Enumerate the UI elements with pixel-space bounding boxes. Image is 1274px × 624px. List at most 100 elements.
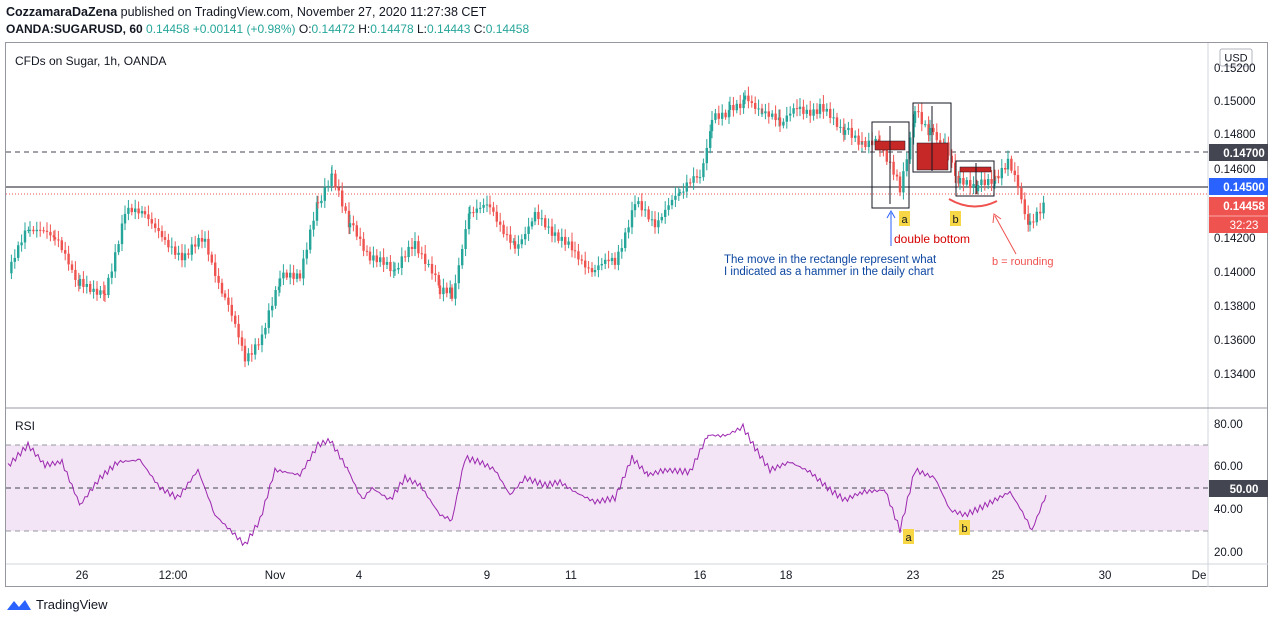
- candle-body: [885, 150, 888, 162]
- low-label: L:: [417, 22, 428, 36]
- candle-body: [52, 235, 55, 238]
- candle-body: [214, 262, 217, 276]
- candle-body: [499, 221, 502, 225]
- candle-body: [348, 223, 352, 228]
- time-tick-label: 4: [356, 570, 363, 582]
- marker-a-rsi[interactable]: [903, 529, 914, 544]
- candle-body: [194, 244, 197, 247]
- candle-body: [289, 272, 292, 278]
- marker-b-top-label: b: [952, 214, 958, 226]
- candle-body: [400, 256, 403, 268]
- candle-body: [163, 237, 167, 240]
- candle-body: [932, 127, 935, 133]
- candle-body: [382, 257, 385, 265]
- candle-body: [457, 265, 460, 284]
- candle-body: [257, 344, 260, 346]
- candle-body: [359, 236, 362, 239]
- candle-body: [278, 278, 282, 287]
- candle-body: [812, 109, 815, 116]
- hammer-rect-2[interactable]: [912, 102, 952, 173]
- marker-b-rsi[interactable]: [959, 520, 970, 535]
- candle-body: [479, 207, 482, 209]
- candle-body: [1016, 175, 1020, 188]
- candle-body: [927, 124, 930, 136]
- hammer-rect-a[interactable]: [871, 121, 910, 209]
- candle-body: [472, 212, 475, 214]
- time-tick-label: 26: [76, 570, 89, 582]
- candle-body: [898, 176, 902, 193]
- candle-body: [60, 240, 63, 251]
- candle-body: [958, 178, 962, 184]
- close-value: 0.14458: [485, 22, 530, 36]
- candle-body: [368, 251, 372, 261]
- price-tick-label: 0.14600: [1214, 164, 1256, 176]
- currency-badge[interactable]: [1219, 48, 1253, 67]
- time-tick-label: 25: [992, 570, 1005, 582]
- candle-body: [698, 177, 702, 179]
- candle-body: [467, 213, 471, 230]
- rsi-axis[interactable]: 80.00 60.00 40.00 20.00: [1214, 419, 1243, 559]
- brand-footer[interactable]: TradingView: [6, 597, 108, 612]
- candle-body: [344, 206, 347, 211]
- candle-body: [640, 201, 643, 211]
- candle-body: [604, 259, 607, 264]
- candle-body: [678, 192, 682, 194]
- candle-body: [993, 175, 997, 177]
- chart-frame[interactable]: [5, 42, 1268, 587]
- candle-body: [197, 237, 200, 247]
- time-axis[interactable]: 26 12:00 Nov 4 9 11 16 18 23 25 30 De: [76, 570, 1207, 582]
- candle-body: [89, 283, 92, 292]
- candle-body: [630, 210, 634, 228]
- candle-body: [920, 112, 923, 125]
- candle-body: [972, 184, 975, 188]
- rsi-tick-label: 60.00: [1214, 461, 1243, 473]
- candle-body: [902, 171, 905, 193]
- candle-body: [362, 238, 365, 251]
- candle-body: [23, 230, 27, 243]
- candle-body: [717, 113, 720, 119]
- candle-body: [742, 99, 745, 109]
- rounding-arrow[interactable]: [994, 215, 1017, 255]
- marker-a-top[interactable]: [899, 211, 910, 226]
- rounding-arc[interactable]: [948, 198, 998, 208]
- candle-body: [85, 283, 88, 287]
- candle-body: [560, 236, 563, 241]
- price-axis[interactable]: 0.15200 0.15000 0.14800 0.14600 0.14200 0.140…: [1214, 63, 1256, 381]
- candle-body: [935, 132, 938, 141]
- candle-body: [728, 104, 732, 111]
- candle-body: [417, 241, 420, 254]
- candle-body: [647, 209, 650, 220]
- price-tick-label: 0.13800: [1214, 301, 1256, 313]
- candle-body: [475, 208, 478, 213]
- candle-body: [1035, 211, 1038, 223]
- candle-body: [42, 230, 45, 232]
- candle-body: [590, 268, 594, 273]
- high-label: H:: [358, 22, 371, 36]
- candle-body: [130, 207, 133, 213]
- candle-body: [243, 345, 247, 362]
- price-tick-label: 0.15000: [1214, 96, 1256, 108]
- candle-body: [355, 225, 358, 237]
- candle-body: [739, 103, 742, 109]
- rsi-line: [7, 422, 1047, 547]
- candle-body: [520, 239, 523, 245]
- candle-body: [1027, 214, 1030, 225]
- candle-body: [670, 199, 674, 206]
- tag-last: [1209, 197, 1268, 233]
- candle-body: [449, 287, 452, 294]
- candle-body: [330, 173, 334, 175]
- author-name[interactable]: CozzamaraDaZena: [6, 5, 118, 19]
- candle-body: [177, 252, 180, 255]
- candle-body: [617, 251, 620, 265]
- candle-body: [1028, 221, 1032, 225]
- candle-body: [277, 286, 281, 291]
- hammer-rect-b[interactable]: [955, 160, 995, 197]
- low-value: 0.14443: [427, 22, 471, 36]
- candle-body: [45, 230, 49, 232]
- candle-body: [724, 112, 727, 118]
- candle-body: [1004, 168, 1007, 170]
- marker-b-top[interactable]: [950, 211, 961, 226]
- candle-body: [485, 204, 489, 206]
- currency-badge-label: USD: [1224, 53, 1247, 65]
